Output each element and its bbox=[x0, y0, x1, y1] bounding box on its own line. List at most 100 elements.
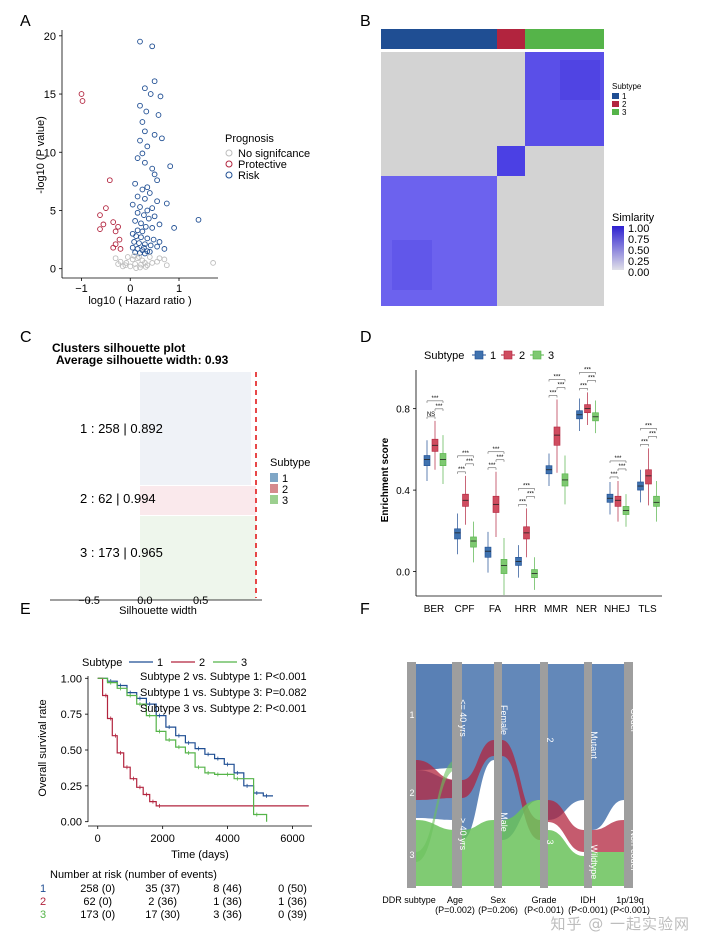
node-1p19q-codel: Codel bbox=[629, 708, 639, 732]
risk-cell: 1 (36) bbox=[213, 896, 242, 908]
volcano-point-no-signifcance bbox=[137, 264, 143, 271]
axis-a-ytick-label: 0 bbox=[50, 264, 56, 276]
risk-cell: 62 (0) bbox=[83, 896, 112, 908]
volcano-point-no-signifcance bbox=[136, 254, 142, 260]
heatmap-block-2 bbox=[497, 146, 525, 176]
axis-d-ytick-label: 0.4 bbox=[396, 486, 410, 497]
significance-bracket bbox=[617, 468, 627, 471]
node-grade-3: 3 bbox=[545, 839, 555, 844]
significance-label: *** bbox=[488, 463, 496, 469]
colorbar-tick-3: 0.50 bbox=[628, 245, 649, 257]
volcano-point-risk bbox=[129, 230, 136, 237]
axis-d-ytick-label: 0.0 bbox=[396, 568, 410, 579]
heatmap-block-1-core bbox=[392, 240, 432, 290]
axis-d-xtick-label: FA bbox=[489, 604, 502, 615]
node-subtype-3: 3 bbox=[409, 850, 414, 860]
significance-bracket bbox=[640, 444, 649, 447]
axis-d-xtick-label: BER bbox=[424, 604, 445, 615]
volcano-point-risk bbox=[137, 204, 143, 210]
volcano-point-no-signifcance bbox=[149, 260, 156, 266]
significance-bracket bbox=[457, 455, 474, 458]
significance-bracket bbox=[518, 488, 535, 491]
volcano-point-no-signifcance bbox=[138, 261, 144, 268]
significance-bracket bbox=[579, 388, 588, 391]
axis-e-xlabel: Time (days) bbox=[171, 849, 229, 861]
significance-label: *** bbox=[553, 374, 561, 380]
volcano-point-no-signifcance bbox=[144, 262, 151, 269]
volcano-point-risk bbox=[149, 225, 156, 231]
volcano-point-risk bbox=[171, 225, 177, 231]
significance-label: *** bbox=[618, 464, 626, 470]
axis-e-ytick-label: 1.00 bbox=[61, 673, 82, 685]
volcano-point-no-signifcance bbox=[210, 260, 216, 266]
volcano-point-risk bbox=[143, 108, 150, 115]
significance-bracket bbox=[426, 416, 436, 419]
axis-e-ytick-label: 0.00 bbox=[61, 817, 82, 829]
risk-cell: 3 (36) bbox=[213, 909, 242, 921]
volcano-point-risk bbox=[129, 201, 136, 208]
node-subtype-2: 2 bbox=[409, 788, 414, 798]
panel-b-consensus-heatmap: Subtype 1 2 3 Simlarity 1.00 0.75 0.50 0… bbox=[381, 29, 655, 306]
silhouette-label-2: 2 : 62 | 0.994 bbox=[80, 491, 156, 506]
axis-a-ytick-label: 15 bbox=[44, 89, 56, 101]
legend-c-swatch-3 bbox=[270, 495, 278, 504]
axis-a-ytick-label: 20 bbox=[44, 31, 56, 43]
volcano-point-risk bbox=[133, 233, 139, 239]
axis-e-ytick-label: 0.25 bbox=[61, 781, 82, 793]
volcano-point-protective bbox=[110, 219, 117, 225]
legend-b-label-1: 1 bbox=[622, 92, 627, 101]
volcano-point-risk bbox=[163, 200, 170, 207]
legend-e: Subtype 1 2 3 bbox=[82, 657, 247, 669]
volcano-point-no-signifcance bbox=[124, 254, 131, 260]
flow-grade-idh-green bbox=[548, 830, 584, 886]
subtype-bar-3 bbox=[525, 29, 604, 49]
significance-bracket bbox=[587, 380, 596, 383]
significance-label: *** bbox=[549, 390, 557, 396]
risk-cell: 0 (50) bbox=[278, 883, 307, 895]
volcano-point-risk bbox=[145, 215, 152, 222]
volcano-point-risk bbox=[134, 193, 141, 200]
sankey-axis-idh bbox=[584, 662, 592, 888]
significance-bracket bbox=[648, 436, 657, 439]
legend-d-label-1: 1 bbox=[490, 350, 496, 362]
volcano-point-risk bbox=[137, 38, 143, 45]
significance-bracket bbox=[487, 467, 497, 470]
significance-label: *** bbox=[649, 431, 657, 437]
legend-a-marker-risk bbox=[225, 171, 233, 179]
sankey-label-1p19q: 1p/19q bbox=[616, 895, 644, 905]
volcano-point-risk bbox=[138, 234, 144, 241]
volcano-point-no-signifcance bbox=[123, 260, 130, 266]
legend-a-label-ns: No signifcance bbox=[238, 148, 310, 160]
flow-2-le40 bbox=[416, 760, 456, 800]
panel-letter-b: B bbox=[360, 13, 371, 30]
node-age-le40: <= 40 yrs bbox=[458, 699, 468, 737]
sankey-axis-grade bbox=[540, 662, 548, 888]
volcano-point-no-signifcance bbox=[163, 262, 170, 269]
volcano-point-risk bbox=[154, 198, 160, 205]
volcano-point-risk bbox=[142, 159, 148, 166]
silhouette-title: Clusters silhouette plot bbox=[52, 341, 185, 355]
volcano-point-risk bbox=[195, 216, 202, 223]
volcano-point-no-signifcance bbox=[134, 255, 141, 262]
legend-a-label-risk: Risk bbox=[238, 170, 260, 182]
risk-table: Number at risk (number of events) 1 258 (… bbox=[40, 869, 307, 921]
sankey-axis-1p19q bbox=[624, 662, 633, 888]
volcano-point-no-signifcance bbox=[132, 261, 138, 267]
legend-b-label-3: 3 bbox=[622, 108, 627, 117]
volcano-point-risk bbox=[154, 177, 160, 184]
volcano-point-no-signifcance bbox=[115, 261, 121, 267]
legend-d-swatch-1 bbox=[474, 350, 484, 360]
flow-idh-1p19q-green bbox=[592, 852, 624, 886]
risk-row-label: 1 bbox=[40, 883, 46, 895]
volcano-point-risk bbox=[142, 85, 148, 92]
legend-e-label-1: 1 bbox=[157, 657, 163, 669]
flow-age-sex-blue bbox=[462, 664, 494, 840]
km-annotation-1: Subtype 2 vs. Subtype 1: P<0.001 bbox=[140, 671, 307, 683]
risk-cell: 2 (36) bbox=[148, 896, 177, 908]
panel-d-boxplot: Subtype 1 2 3 0.00.40.8 NS**************… bbox=[380, 350, 662, 615]
significance-label: *** bbox=[645, 423, 653, 429]
panel-letter-a: A bbox=[20, 13, 31, 30]
flow-sex-grade-green bbox=[502, 800, 540, 886]
volcano-point-risk bbox=[139, 119, 146, 125]
